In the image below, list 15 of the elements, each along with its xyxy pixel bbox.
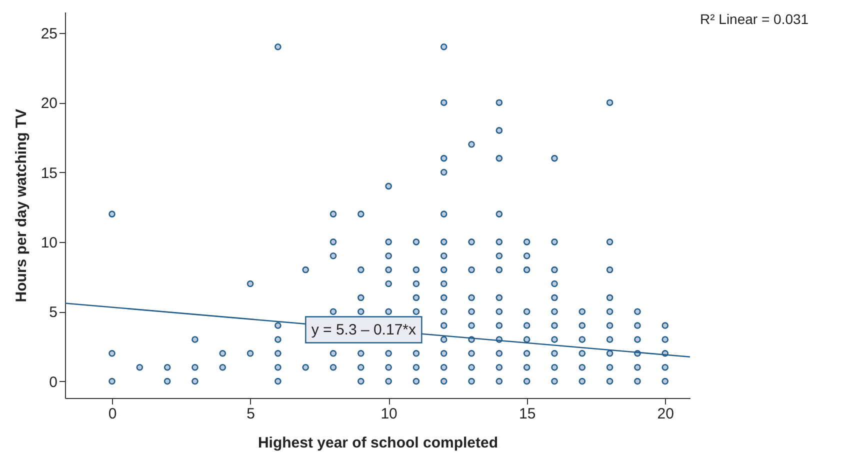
y-tick-label: 20 [40, 95, 58, 112]
x-tick-label: 20 [657, 406, 674, 422]
annotation: y = 5.3 – 0.17*x [311, 322, 416, 339]
y-tick-label: 5 [49, 304, 58, 322]
y-tick-label: 0 [49, 374, 58, 391]
text: R² Linear = 0.031 [700, 11, 809, 27]
x-tick-label: 15 [518, 406, 536, 422]
x-axis-title: Highest year of school completed [258, 434, 498, 452]
y-tick-label: 15 [40, 164, 58, 182]
y-axis-title: Hours per day watching TV [12, 108, 30, 302]
y-tick-label: 25 [40, 25, 58, 42]
y-tick-label: 10 [40, 234, 58, 252]
x-tick-label: 5 [246, 406, 255, 422]
x-tick-label: 10 [380, 406, 398, 422]
x-tick-label: 0 [108, 406, 117, 422]
